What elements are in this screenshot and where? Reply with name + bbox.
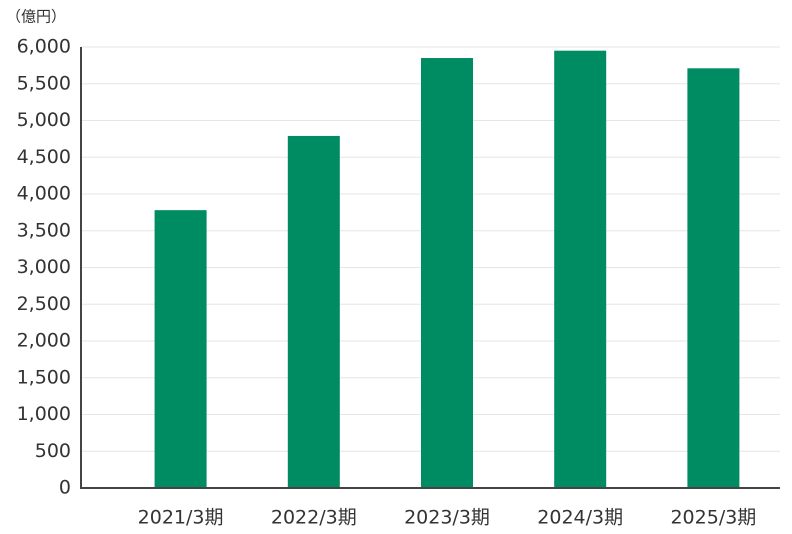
x-tick-label: 2021/3期: [138, 507, 224, 529]
y-tick-label: 2,000: [17, 330, 71, 352]
y-tick-label: 5,000: [17, 109, 71, 131]
bar: [287, 135, 340, 488]
x-tick-label: 2023/3期: [404, 507, 490, 529]
y-tick-label: 1,500: [17, 366, 71, 388]
y-tick-label: 4,000: [17, 183, 71, 205]
bar: [154, 210, 207, 489]
x-tick-label: 2024/3期: [537, 507, 623, 529]
x-tick-label: 2022/3期: [271, 507, 357, 529]
bar: [687, 68, 740, 488]
x-tick-label: 2025/3期: [670, 507, 756, 529]
y-tick-label: 0: [59, 477, 71, 499]
y-tick-label: 3,500: [17, 219, 71, 241]
y-tick-label: 4,500: [17, 146, 71, 168]
y-tick-label: 3,000: [17, 256, 71, 278]
y-tick-label: 1,000: [17, 403, 71, 425]
unit-label: （億円）: [6, 8, 66, 26]
y-tick-label: 2,500: [17, 293, 71, 315]
y-tick-label: 6,000: [17, 36, 71, 58]
bar: [554, 50, 607, 489]
y-tick-label: 500: [35, 440, 71, 462]
y-tick-label: 5,500: [17, 72, 71, 94]
bar: [421, 58, 473, 489]
